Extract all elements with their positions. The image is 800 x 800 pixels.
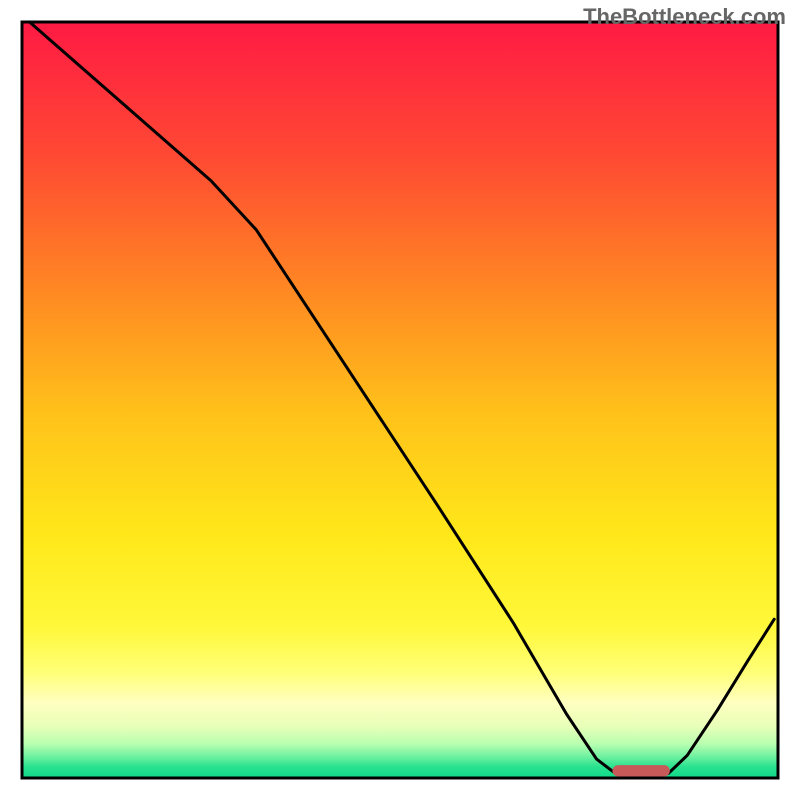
watermark-text: TheBottleneck.com bbox=[583, 4, 786, 30]
chart-container: TheBottleneck.com bbox=[0, 0, 800, 800]
chart-background bbox=[22, 22, 778, 778]
bottleneck-curve-chart bbox=[0, 0, 800, 800]
optimal-range-marker bbox=[612, 765, 669, 776]
